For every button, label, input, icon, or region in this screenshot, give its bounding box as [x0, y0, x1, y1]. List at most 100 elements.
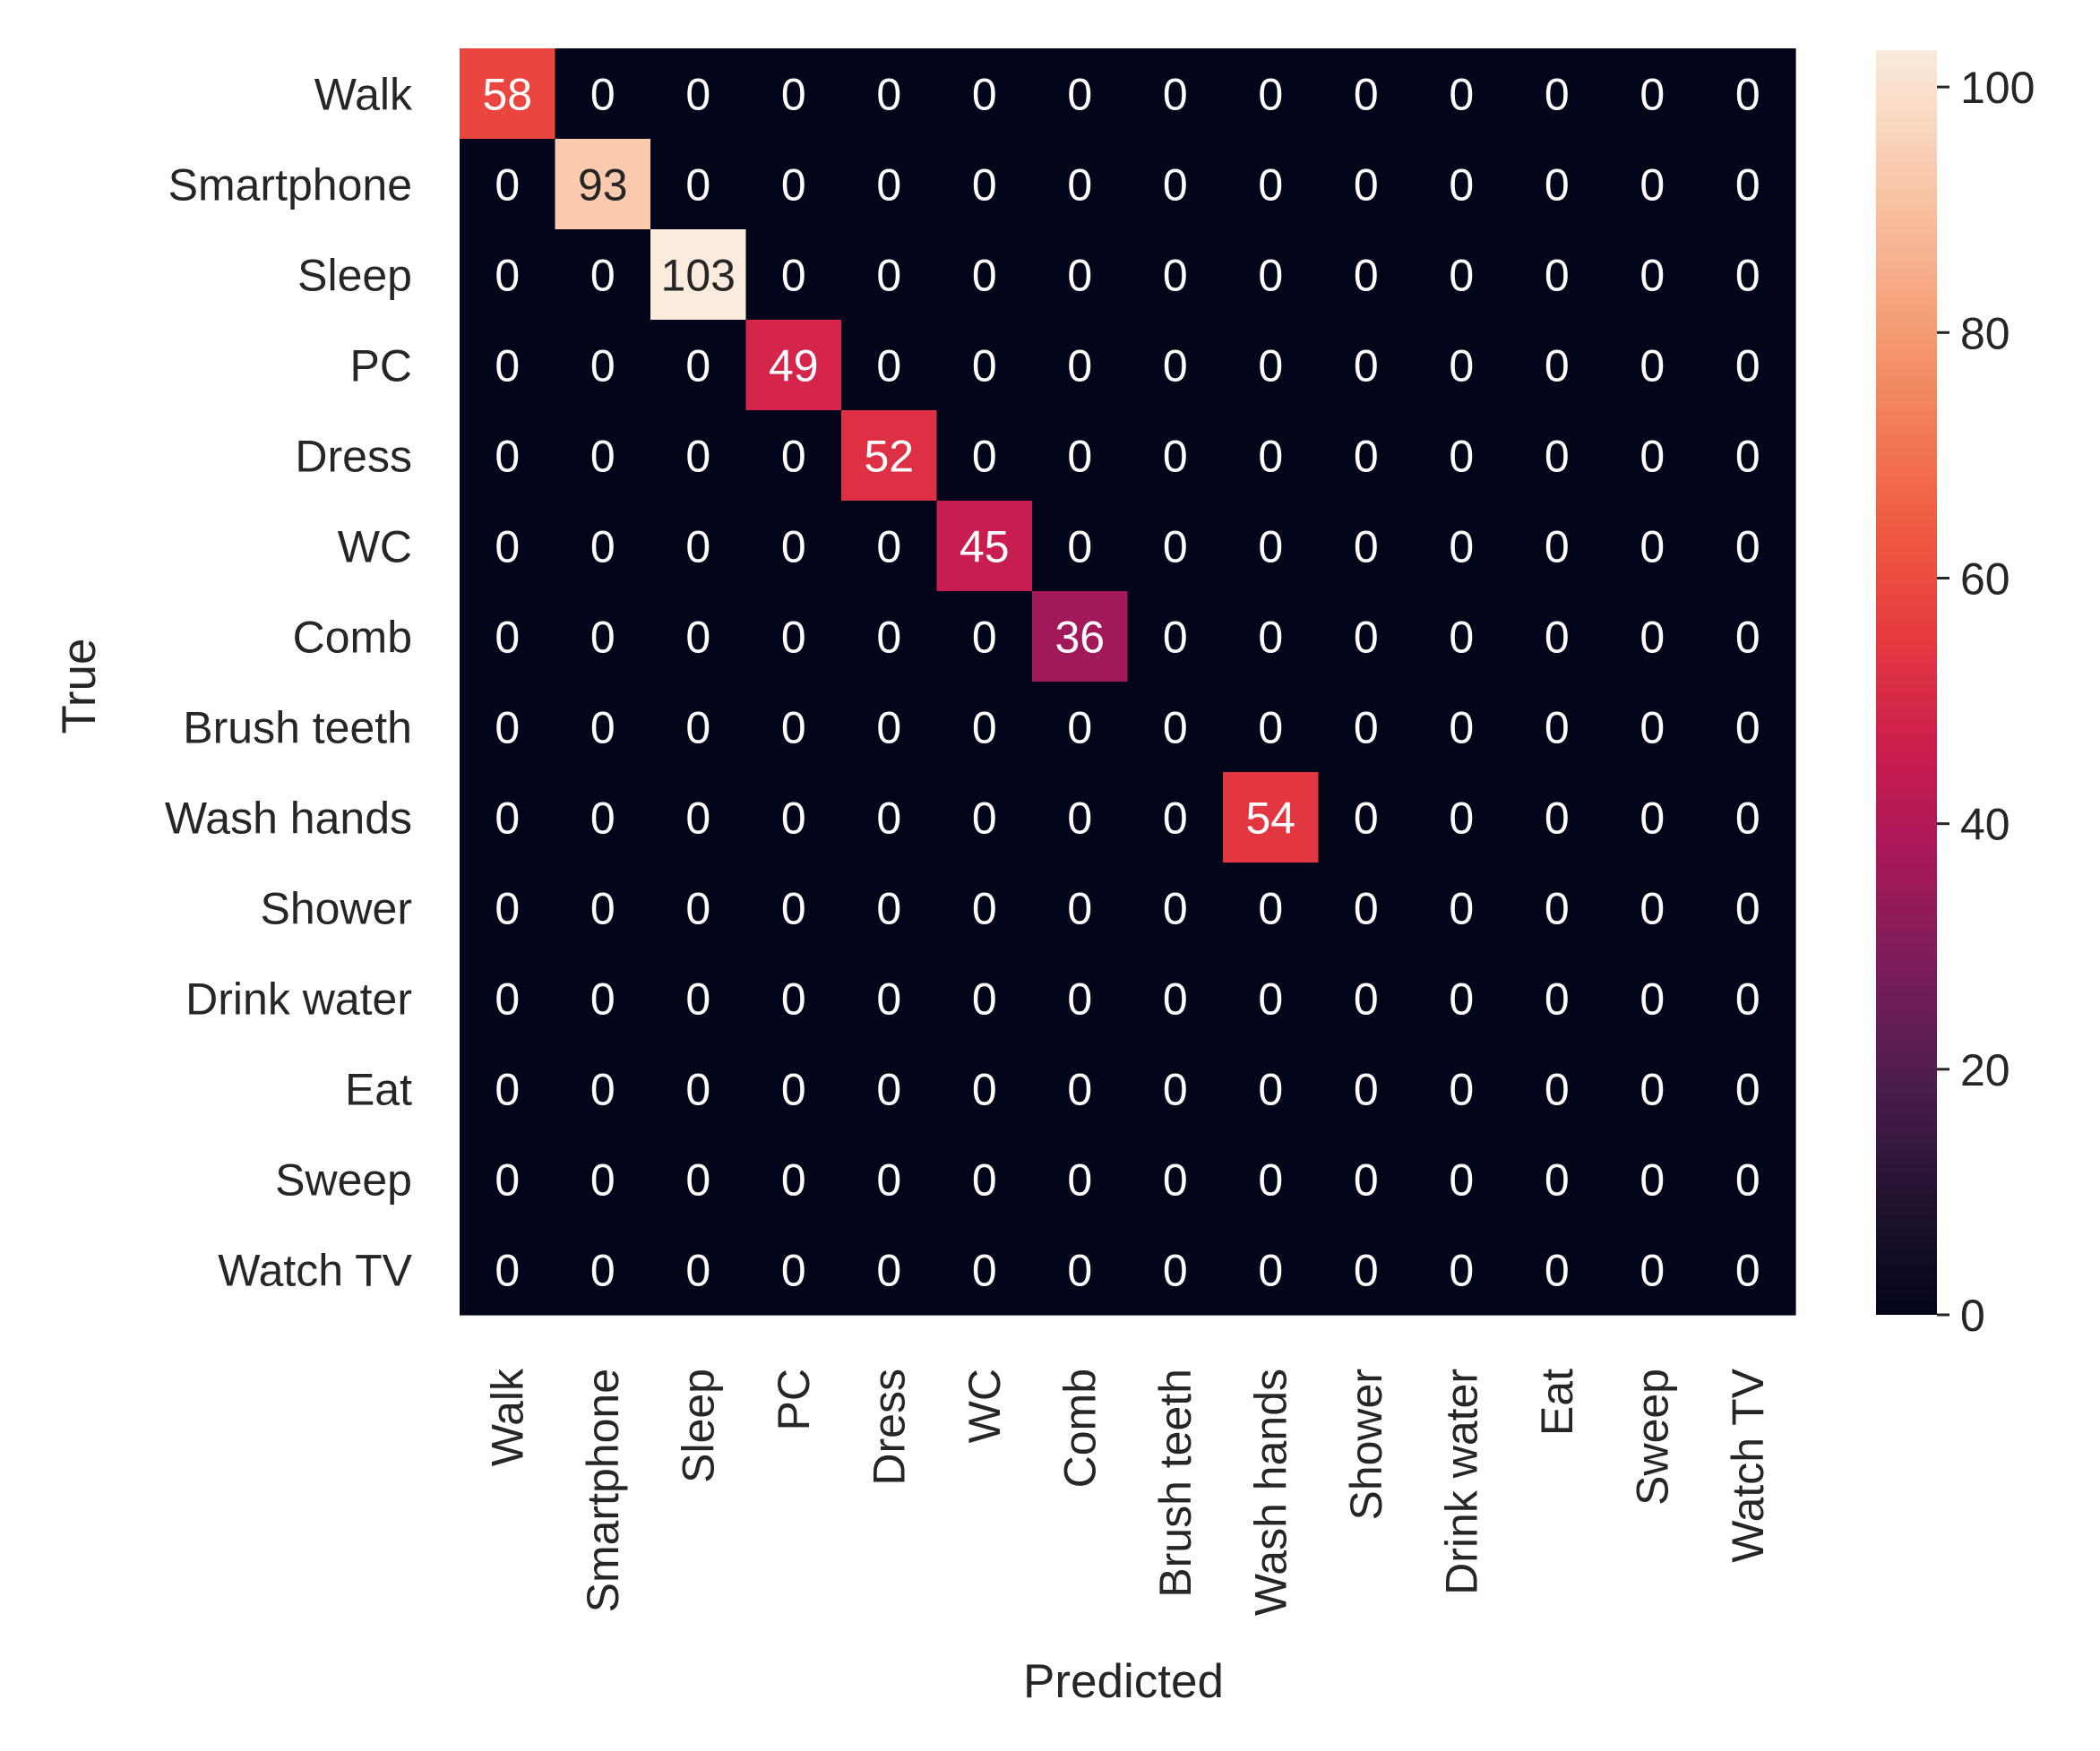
heatmap-cell-7-0: [460, 682, 556, 773]
cell-value-12-3: 0: [781, 1155, 806, 1206]
heatmap-cell-12-7: [1127, 1134, 1224, 1225]
heatmap-cell-11-4: [841, 1043, 938, 1135]
cell-value-0-8: 0: [1258, 70, 1283, 120]
colorbar-ticks: 0 20 40 60 80 100: [1937, 63, 2035, 1341]
cell-value-0-5: 0: [972, 70, 997, 120]
heatmap-cell-7-8: [1223, 682, 1320, 773]
cell-value-7-11: 0: [1545, 703, 1570, 753]
cell-value-4-7: 0: [1163, 432, 1188, 482]
cell-value-4-12: 0: [1640, 432, 1665, 482]
cell-value-8-4: 0: [876, 794, 901, 844]
row-label-12: Sweep: [275, 1155, 412, 1206]
heatmap-cell-9-12: [1605, 863, 1701, 954]
heatmap-cell-7-7: [1127, 682, 1224, 773]
cell-value-0-7: 0: [1163, 70, 1188, 120]
heatmap-cell-4-9: [1318, 410, 1415, 502]
heatmap-cell-8-0: [460, 772, 556, 863]
heatmap-cell-4-11: [1509, 410, 1605, 502]
row-label-1: Smartphone: [168, 160, 412, 210]
col-label-10: Drink water: [1436, 1369, 1486, 1595]
row-label-11: Eat: [345, 1065, 412, 1115]
row-label-2: Sleep: [297, 251, 412, 301]
cell-value-8-0: 0: [495, 794, 520, 844]
cell-value-9-11: 0: [1545, 884, 1570, 934]
cell-value-7-7: 0: [1163, 703, 1188, 753]
cell-value-4-6: 0: [1067, 432, 1092, 482]
heatmap-cell-11-0: [460, 1043, 556, 1135]
heatmap-cell-0-13: [1700, 48, 1796, 140]
cell-value-9-5: 0: [972, 884, 997, 934]
heatmap-cell-13-10: [1414, 1224, 1510, 1316]
cell-value-5-5: 45: [960, 522, 1010, 572]
heatmap-cell-1-2: [650, 139, 747, 230]
heatmap-cell-0-7: [1127, 48, 1224, 140]
cell-value-5-10: 0: [1449, 522, 1474, 572]
cell-value-10-7: 0: [1163, 974, 1188, 1025]
cell-value-1-0: 0: [495, 160, 520, 210]
heatmap-cell-11-12: [1605, 1043, 1701, 1135]
heatmap-cell-11-7: [1127, 1043, 1224, 1135]
heatmap-cell-4-13: [1700, 410, 1796, 502]
heatmap-cell-13-0: [460, 1224, 556, 1316]
heatmap-cell-12-0: [460, 1134, 556, 1225]
cell-value-9-10: 0: [1449, 884, 1474, 934]
heatmap-cell-7-10: [1414, 682, 1510, 773]
cell-value-6-10: 0: [1449, 613, 1474, 663]
col-label-5: WC: [960, 1369, 1010, 1443]
cell-value-13-0: 0: [495, 1246, 520, 1296]
heatmap-cell-3-13: [1700, 320, 1796, 411]
heatmap-cell-8-10: [1414, 772, 1510, 863]
cell-value-8-9: 0: [1354, 794, 1379, 844]
row-label-5: WC: [338, 522, 412, 572]
heatmap-cell-3-1: [555, 320, 651, 411]
cell-value-1-9: 0: [1354, 160, 1379, 210]
heatmap-cell-4-1: [555, 410, 651, 502]
cell-value-7-10: 0: [1449, 703, 1474, 753]
heatmap-cell-3-6: [1032, 320, 1129, 411]
cell-value-11-7: 0: [1163, 1065, 1188, 1115]
heatmap-cell-9-1: [555, 863, 651, 954]
heatmap-cell-5-6: [1032, 501, 1129, 592]
cell-value-6-9: 0: [1354, 613, 1379, 663]
cell-value-10-2: 0: [685, 974, 710, 1025]
cell-value-4-4: 52: [864, 432, 914, 482]
cell-value-0-12: 0: [1640, 70, 1665, 120]
cell-value-7-12: 0: [1640, 703, 1665, 753]
heatmap-cell-9-7: [1127, 863, 1224, 954]
heatmap-cell-1-10: [1414, 139, 1510, 230]
cell-value-5-3: 0: [781, 522, 806, 572]
cell-value-11-3: 0: [781, 1065, 806, 1115]
heatmap-cell-12-6: [1032, 1134, 1129, 1225]
cell-value-12-6: 0: [1067, 1155, 1092, 1206]
colorbar-tick-label-3: 60: [1960, 554, 2010, 604]
heatmap-cell-1-8: [1223, 139, 1320, 230]
cell-value-9-6: 0: [1067, 884, 1092, 934]
heatmap-cell-13-9: [1318, 1224, 1415, 1316]
cell-value-9-7: 0: [1163, 884, 1188, 934]
cell-value-9-9: 0: [1354, 884, 1379, 934]
heatmap-cell-6-9: [1318, 591, 1415, 682]
heatmap-cell-2-13: [1700, 229, 1796, 321]
cell-value-6-6: 36: [1054, 613, 1105, 663]
cell-value-8-2: 0: [685, 794, 710, 844]
heatmap-cell-6-10: [1414, 591, 1510, 682]
heatmap-cell-2-8: [1223, 229, 1320, 321]
cell-value-6-1: 0: [590, 613, 615, 663]
cell-value-9-3: 0: [781, 884, 806, 934]
cell-value-13-6: 0: [1067, 1246, 1092, 1296]
heatmap-cell-0-10: [1414, 48, 1510, 140]
cell-value-13-4: 0: [876, 1246, 901, 1296]
heatmap-cell-1-6: [1032, 139, 1129, 230]
cell-value-6-4: 0: [876, 613, 901, 663]
x-axis-label: Predicted: [1023, 1655, 1224, 1708]
heatmap-cell-9-9: [1318, 863, 1415, 954]
heatmap-cell-5-12: [1605, 501, 1701, 592]
heatmap-cell-7-5: [936, 682, 1033, 773]
heatmap-cell-0-11: [1509, 48, 1605, 140]
cell-value-2-5: 0: [972, 251, 997, 301]
cell-value-13-2: 0: [685, 1246, 710, 1296]
heatmap-cell-1-7: [1127, 139, 1224, 230]
cell-value-6-3: 0: [781, 613, 806, 663]
cell-value-2-13: 0: [1735, 251, 1760, 301]
